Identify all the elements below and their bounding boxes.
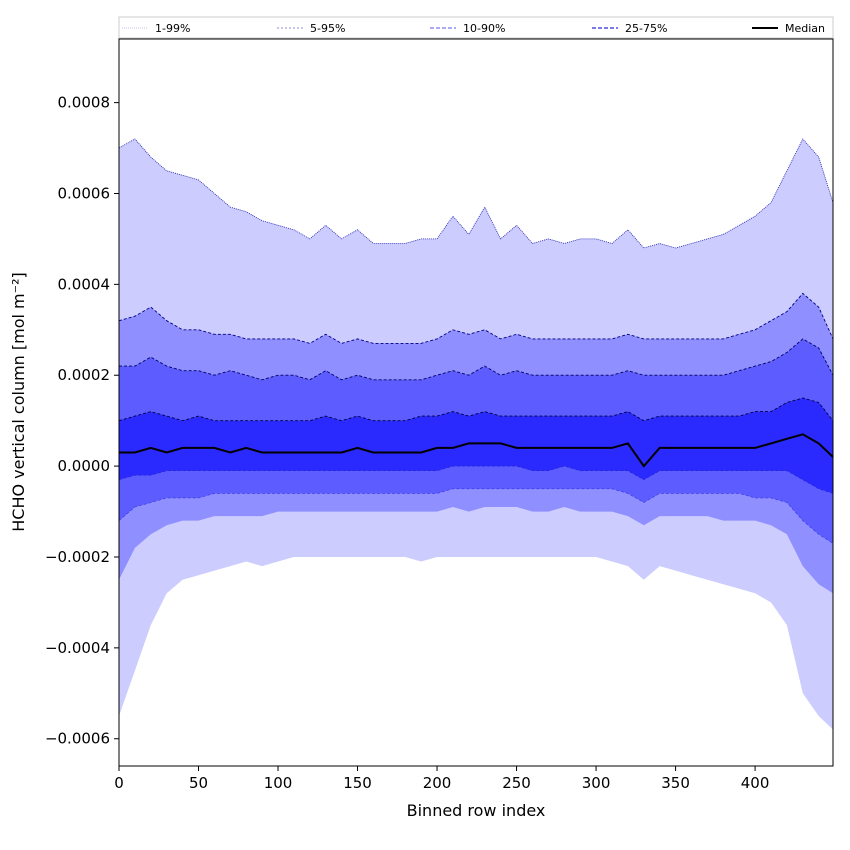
legend: 1-99% 5-95% 10-90% 25-75% Median (118, 16, 834, 39)
percentile-lines (118, 138, 834, 544)
x-tick-label: 350 (661, 774, 690, 792)
percentile-bands (119, 139, 833, 730)
x-tick-label: 50 (189, 774, 208, 792)
y-tick-label: −0.0004 (45, 639, 110, 657)
y-tick-label: 0.0000 (58, 457, 111, 475)
legend-label: 5-95% (310, 22, 345, 35)
legend-label: 10-90% (463, 22, 505, 35)
x-tick-label: 100 (264, 774, 293, 792)
y-tick-label: 0.0004 (58, 275, 111, 293)
line-99 (118, 138, 834, 249)
y-tick-label: −0.0002 (45, 548, 110, 566)
line-90 (119, 338, 834, 381)
plot-frame (118, 38, 834, 767)
line-75 (118, 397, 834, 422)
x-tick-label: 250 (502, 774, 531, 792)
y-tick-label: −0.0006 (45, 730, 110, 748)
x-tick-label: 300 (582, 774, 611, 792)
x-tick-label: 400 (741, 774, 770, 792)
y-tick-label: 0.0008 (58, 94, 111, 112)
line-95 (118, 292, 834, 344)
x-axis-ticks: 0 50 100 150 200 250 300 350 400 (114, 766, 769, 792)
legend-label: 1-99% (155, 22, 190, 35)
y-tick-label: 0.0006 (58, 184, 111, 202)
legend-label: Median (785, 22, 825, 35)
y-axis-label: HCHO vertical column [mol m⁻²] (9, 272, 28, 531)
legend-box (118, 16, 834, 39)
line-25 (118, 465, 834, 494)
x-tick-label: 200 (423, 774, 452, 792)
median-line (119, 433, 834, 468)
y-tick-label: 0.0002 (58, 366, 111, 384)
line-10 (118, 488, 834, 544)
x-axis-label: Binned row index (407, 801, 546, 820)
band-25-75 (119, 398, 833, 494)
legend-label: 25-75% (625, 22, 667, 35)
x-tick-label: 150 (343, 774, 372, 792)
x-tick-label: 0 (114, 774, 124, 792)
y-axis-ticks: −0.0006 −0.0004 −0.0002 0.0000 0.0002 0.0004 0… (45, 94, 119, 748)
